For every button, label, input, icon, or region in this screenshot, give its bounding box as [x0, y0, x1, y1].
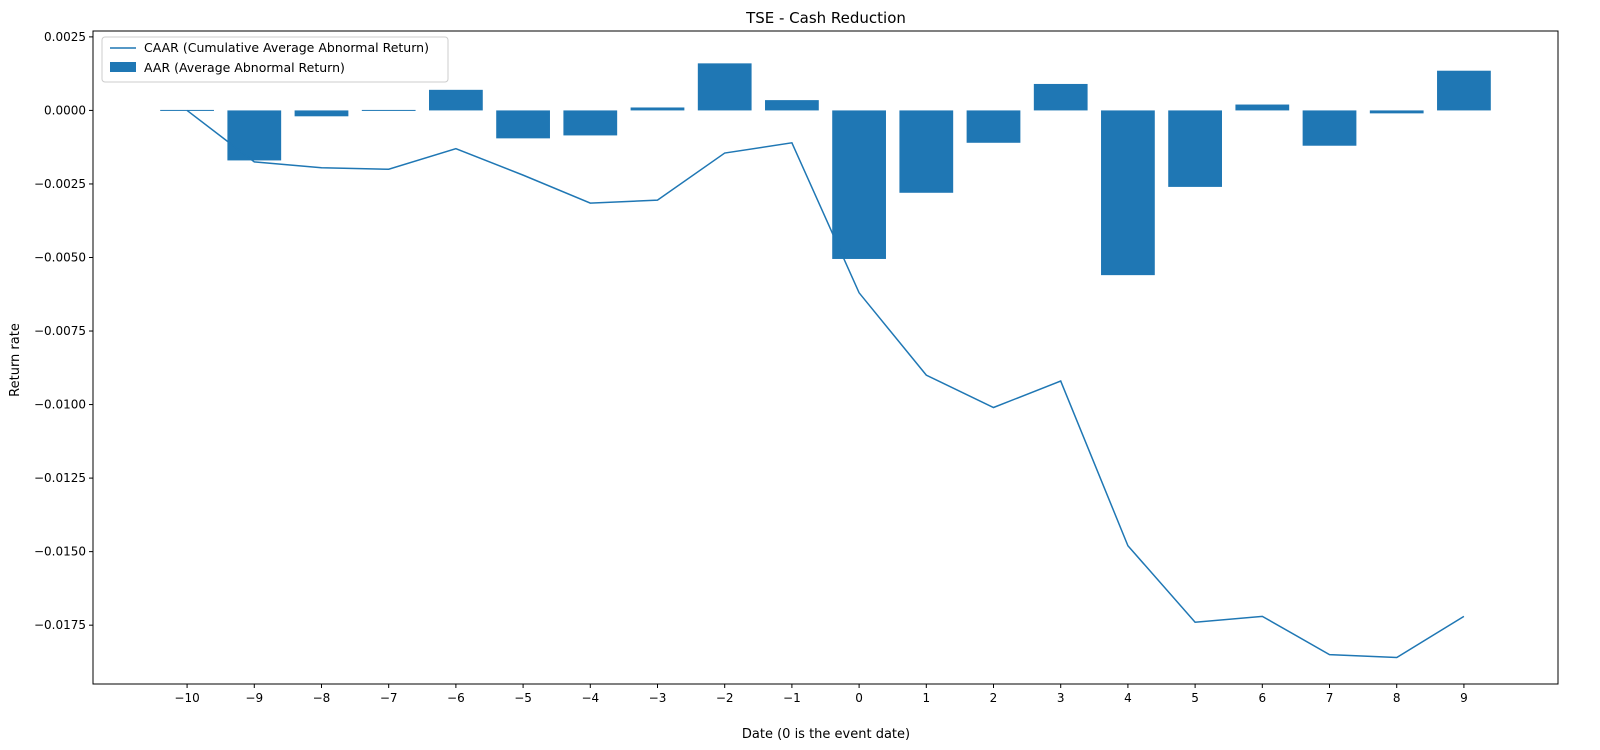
aar-bar--3: [630, 107, 685, 111]
aar-bar-4: [1101, 110, 1155, 276]
x-tick-label: −4: [581, 691, 599, 705]
x-tick-label: −5: [514, 691, 532, 705]
aar-bar-6: [1235, 104, 1290, 111]
aar-bar-0: [832, 110, 886, 259]
x-tick-label: −9: [245, 691, 263, 705]
y-tick-label: −0.0025: [34, 177, 86, 191]
aar-bar--8: [294, 110, 349, 117]
x-tick-label: −6: [447, 691, 465, 705]
aar-bar-7: [1302, 110, 1357, 146]
y-tick-label: −0.0075: [34, 324, 86, 338]
legend-bar-swatch: [110, 62, 136, 72]
x-tick-label: 4: [1124, 691, 1132, 705]
x-tick-label: 6: [1258, 691, 1266, 705]
aar-bar-9: [1437, 70, 1491, 111]
aar-bar-2: [966, 110, 1021, 143]
aar-bar-3: [1033, 83, 1088, 111]
x-tick-label: −3: [649, 691, 667, 705]
aar-bar--5: [496, 110, 550, 139]
line-layer: [186, 109, 1465, 659]
aar-bar--2: [697, 63, 752, 111]
x-tick-label: −8: [313, 691, 331, 705]
x-tick-label: −2: [716, 691, 734, 705]
x-tick-label: 7: [1326, 691, 1334, 705]
y-axis-label: Return rate: [8, 323, 23, 397]
y-tick-label: −0.0125: [34, 471, 86, 485]
y-tick-label: −0.0150: [34, 545, 86, 559]
aar-bar--9: [227, 110, 282, 161]
x-tick-label: 2: [990, 691, 998, 705]
x-tick-label: −7: [380, 691, 398, 705]
x-tick-label: 3: [1057, 691, 1065, 705]
x-tick-label: −1: [783, 691, 801, 705]
legend-box: [101, 36, 449, 83]
chart-title: TSE - Cash Reduction: [745, 9, 906, 27]
aar-bar-5: [1168, 110, 1222, 187]
aar-bar--6: [429, 89, 483, 111]
y-axis-ticks: 0.0025 0.0000 −0.0025 −0.0050 −0.0075 −0.0100…: [34, 30, 93, 632]
x-tick-label: 0: [855, 691, 863, 705]
x-tick-label: −10: [174, 691, 199, 705]
x-tick-label: 5: [1191, 691, 1199, 705]
x-axis-ticks: −10 −9 −8 −7 −6 −5 −4 −3 −2 −1 0 1 2 3 4 5 6 7 8 9: [174, 684, 1468, 705]
caar-line: [186, 109, 1465, 659]
x-tick-label: 1: [922, 691, 930, 705]
aar-bar--7: [361, 109, 416, 111]
bars-layer: [160, 63, 1491, 276]
plot-frame: [92, 30, 1559, 685]
x-axis-label: Date (0 is the event date): [742, 727, 910, 742]
x-tick-label: 9: [1460, 691, 1468, 705]
y-tick-label: −0.0100: [34, 398, 86, 412]
y-tick-label: −0.0175: [34, 618, 86, 632]
aar-bar--10: [160, 109, 214, 111]
y-tick-label: 0.0025: [44, 30, 86, 44]
y-tick-label: −0.0050: [34, 250, 86, 264]
aar-bar-8: [1369, 110, 1424, 114]
x-tick-label: 8: [1393, 691, 1401, 705]
aar-bar--1: [765, 100, 819, 111]
aar-bar-1: [899, 110, 954, 193]
legend-label-caar: CAAR (Cumulative Average Abnormal Return…: [144, 40, 429, 55]
aar-bar--4: [563, 110, 618, 136]
legend-label-aar: AAR (Average Abnormal Return): [144, 60, 345, 75]
legend: CAAR (Cumulative Average Abnormal Return…: [101, 36, 449, 83]
y-tick-label: 0.0000: [44, 103, 86, 117]
